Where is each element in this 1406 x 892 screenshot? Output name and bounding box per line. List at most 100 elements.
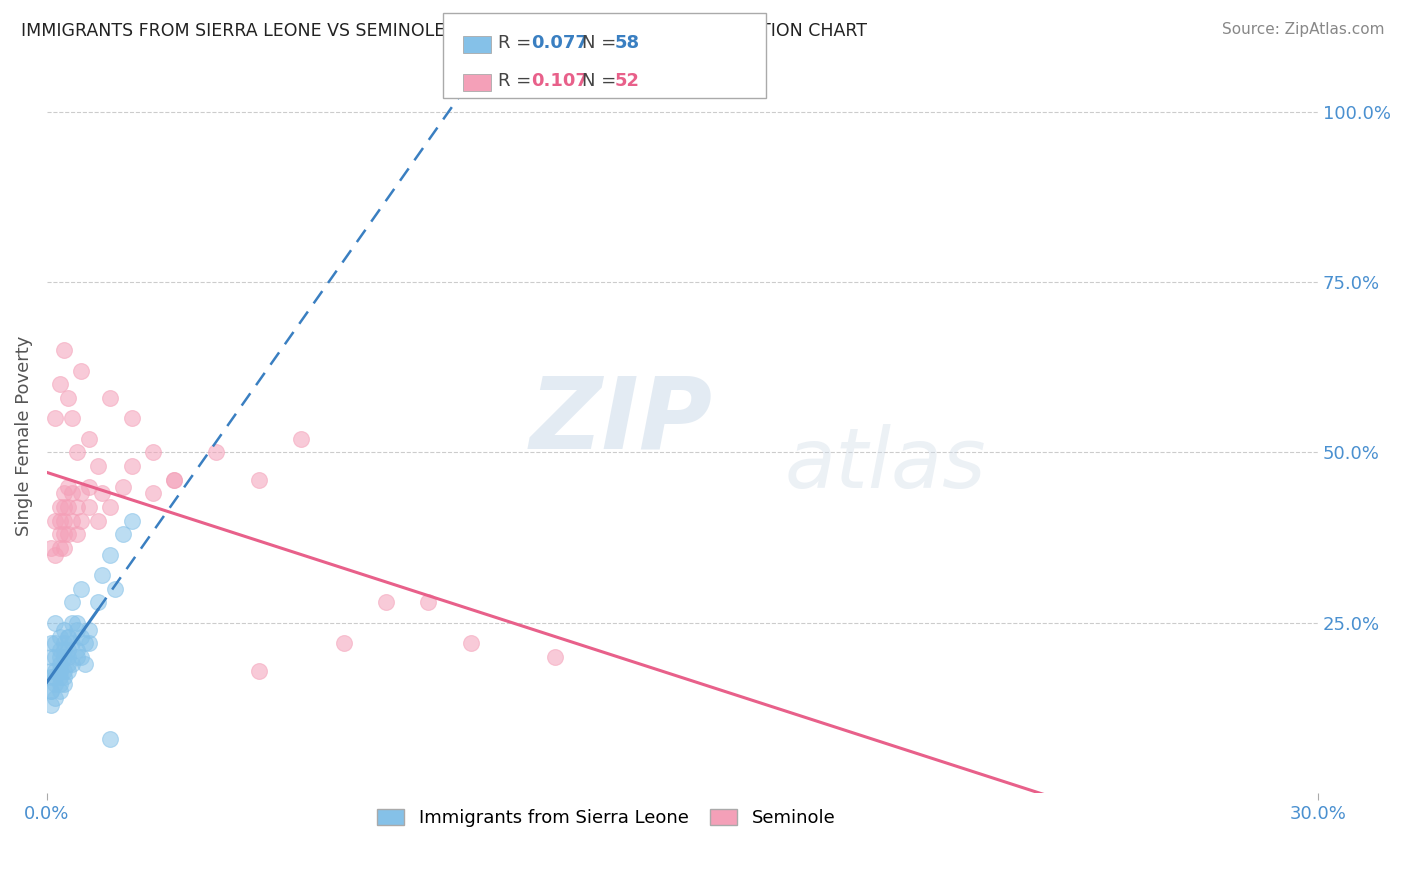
Point xyxy=(69,650,91,665)
Point xyxy=(39,698,62,712)
Text: 58: 58 xyxy=(614,34,640,52)
Point xyxy=(52,541,75,555)
Point xyxy=(52,500,75,514)
Point xyxy=(44,650,66,665)
Point xyxy=(65,643,87,657)
Point xyxy=(48,527,70,541)
Point xyxy=(460,636,482,650)
Point xyxy=(77,500,100,514)
Point xyxy=(60,411,83,425)
Text: Source: ZipAtlas.com: Source: ZipAtlas.com xyxy=(1222,22,1385,37)
Point xyxy=(56,643,79,657)
Point xyxy=(48,377,70,392)
Text: N =: N = xyxy=(582,34,621,52)
Point xyxy=(247,664,270,678)
Point xyxy=(48,664,70,678)
Text: N =: N = xyxy=(582,72,621,90)
Point xyxy=(39,684,62,698)
Legend: Immigrants from Sierra Leone, Seminole: Immigrants from Sierra Leone, Seminole xyxy=(370,802,842,834)
Point xyxy=(100,731,122,746)
Point xyxy=(48,670,70,684)
Point xyxy=(77,432,100,446)
Point xyxy=(39,541,62,555)
Point xyxy=(44,411,66,425)
Point xyxy=(247,473,270,487)
Point xyxy=(44,615,66,630)
Point xyxy=(48,630,70,644)
Point xyxy=(69,630,91,644)
Point xyxy=(44,690,66,705)
Point xyxy=(48,650,70,665)
Point xyxy=(52,677,75,691)
Point xyxy=(65,500,87,514)
Point xyxy=(65,445,87,459)
Point xyxy=(60,636,83,650)
Point xyxy=(60,595,83,609)
Point xyxy=(52,670,75,684)
Point xyxy=(60,514,83,528)
Point xyxy=(56,630,79,644)
Point xyxy=(91,568,114,582)
Point xyxy=(332,636,354,650)
Point xyxy=(112,527,135,541)
Point xyxy=(104,582,127,596)
Point xyxy=(112,479,135,493)
Point xyxy=(163,473,186,487)
Point xyxy=(65,650,87,665)
Point xyxy=(77,636,100,650)
Point xyxy=(87,514,110,528)
Point xyxy=(52,643,75,657)
Point xyxy=(77,623,100,637)
Point xyxy=(121,411,143,425)
Point xyxy=(48,500,70,514)
Point xyxy=(65,527,87,541)
Point xyxy=(52,623,75,637)
Text: 0.077: 0.077 xyxy=(531,34,588,52)
Point xyxy=(121,459,143,474)
Text: R =: R = xyxy=(498,34,537,52)
Point xyxy=(87,459,110,474)
Point xyxy=(91,486,114,500)
Point xyxy=(60,657,83,671)
Point xyxy=(60,486,83,500)
Point xyxy=(48,684,70,698)
Point xyxy=(73,636,96,650)
Point xyxy=(77,479,100,493)
Point xyxy=(142,486,165,500)
Point xyxy=(56,650,79,665)
Point xyxy=(44,636,66,650)
Point xyxy=(39,684,62,698)
Point xyxy=(65,623,87,637)
Text: 52: 52 xyxy=(614,72,640,90)
Point xyxy=(69,582,91,596)
Point xyxy=(39,664,62,678)
Point xyxy=(56,630,79,644)
Point xyxy=(290,432,312,446)
Point xyxy=(52,343,75,358)
Point xyxy=(52,664,75,678)
Text: IMMIGRANTS FROM SIERRA LEONE VS SEMINOLE SINGLE FEMALE POVERTY CORRELATION CHART: IMMIGRANTS FROM SIERRA LEONE VS SEMINOLE… xyxy=(21,22,868,40)
Text: R =: R = xyxy=(498,72,537,90)
Point xyxy=(69,514,91,528)
Point xyxy=(205,445,228,459)
Point xyxy=(39,636,62,650)
Point xyxy=(48,643,70,657)
Point xyxy=(52,527,75,541)
Point xyxy=(73,657,96,671)
Point xyxy=(44,670,66,684)
Point xyxy=(65,615,87,630)
Point xyxy=(52,636,75,650)
Point xyxy=(56,664,79,678)
Point xyxy=(44,677,66,691)
Point xyxy=(60,615,83,630)
Point xyxy=(39,670,62,684)
Point xyxy=(48,677,70,691)
Point xyxy=(52,486,75,500)
Point xyxy=(163,473,186,487)
Point xyxy=(69,486,91,500)
Point xyxy=(100,391,122,405)
Point xyxy=(56,527,79,541)
Point xyxy=(48,514,70,528)
Text: ZIP: ZIP xyxy=(530,373,713,469)
Text: atlas: atlas xyxy=(785,424,986,505)
